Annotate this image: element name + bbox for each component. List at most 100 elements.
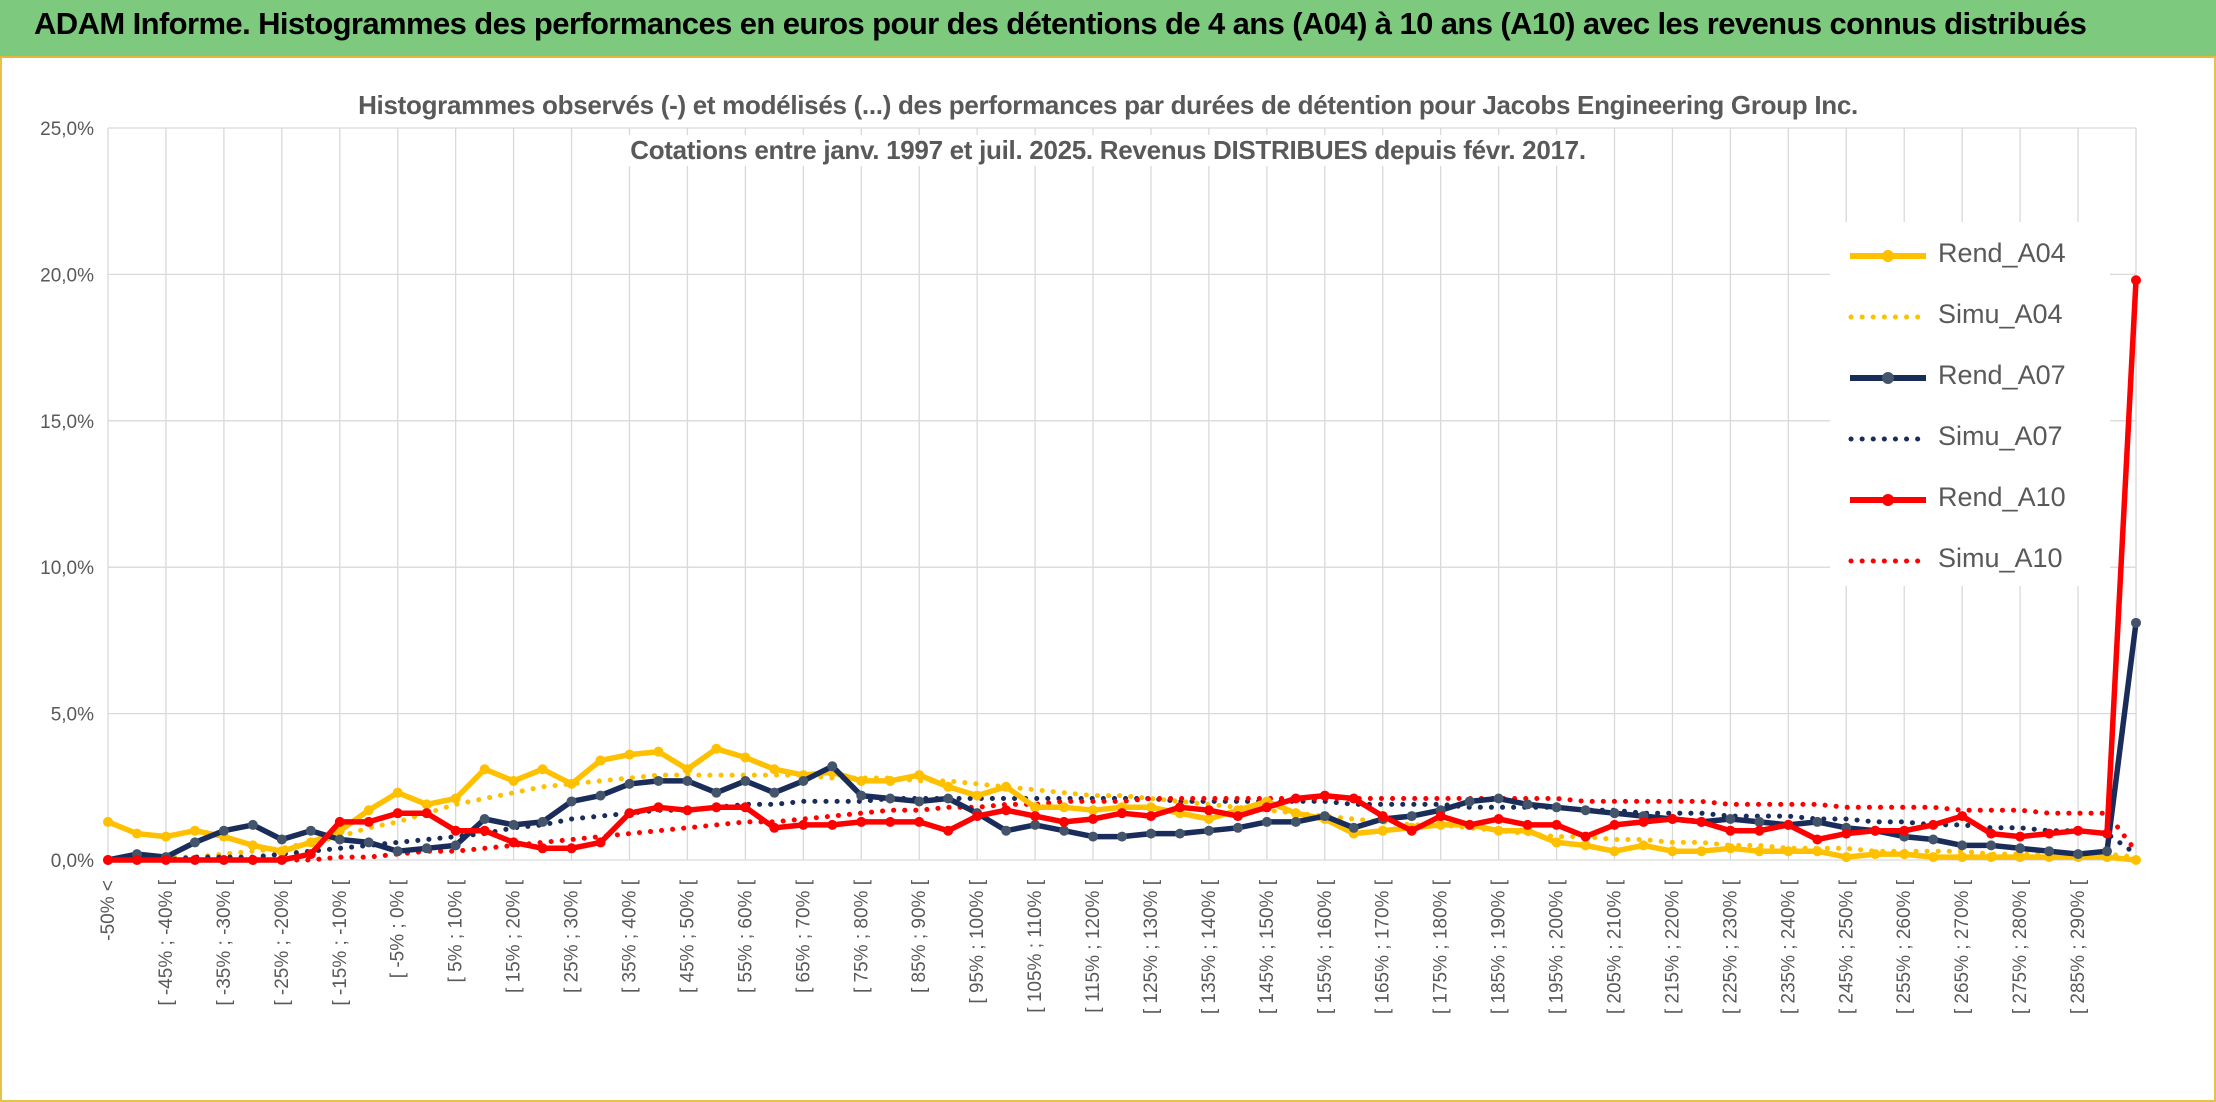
data-point-Rend_A07	[1145, 828, 1156, 839]
data-point-Rend_A10	[1551, 819, 1562, 830]
data-point-Rend_A07	[305, 825, 316, 836]
legend-swatch	[1848, 314, 1928, 320]
legend-swatch	[1850, 250, 1926, 262]
data-point-Rend_A04	[1290, 808, 1301, 819]
data-point-Rend_A10	[247, 855, 258, 865]
data-point-Rend_A10	[1841, 828, 1852, 839]
data-point-Rend_A10	[508, 837, 519, 848]
data-point-Rend_A04	[1957, 852, 1968, 863]
x-tick-label: [ 35% ; 40% [	[619, 879, 640, 993]
legend-swatch	[1850, 372, 1926, 384]
data-point-Rend_A04	[508, 775, 519, 786]
data-point-Rend_A10	[972, 811, 983, 822]
data-point-Rend_A04	[1928, 852, 1939, 863]
legend-label: Rend_A04	[1938, 238, 2066, 268]
data-point-Rend_A07	[1957, 840, 1968, 851]
legend-swatch	[1850, 494, 1926, 506]
data-point-Rend_A07	[1812, 816, 1823, 827]
data-point-Rend_A07	[1232, 822, 1243, 833]
data-point-Rend_A10	[218, 855, 229, 865]
data-point-Rend_A07	[711, 787, 722, 798]
data-point-Rend_A07	[1986, 840, 1997, 851]
data-point-Rend_A07	[189, 837, 200, 848]
data-point-Rend_A04	[1870, 849, 1881, 860]
data-point-Rend_A10	[305, 849, 316, 860]
data-point-Rend_A04	[1667, 846, 1678, 857]
data-point-Rend_A10	[2102, 828, 2113, 839]
legend-swatch	[1848, 436, 1928, 442]
data-point-Rend_A04	[1754, 846, 1765, 857]
x-tick-label: [ -15% ; -10% [	[330, 879, 351, 1005]
data-point-Rend_A10	[1609, 819, 1620, 830]
data-point-Rend_A07	[740, 775, 751, 786]
x-tick-label: [ 85% ; 90% [	[909, 879, 930, 993]
x-tick-label: [ 215% ; 220% [	[1662, 879, 1683, 1014]
x-tick-label: [ 205% ; 210% [	[1605, 879, 1626, 1014]
data-point-Rend_A10	[769, 822, 780, 833]
data-point-Rend_A04	[682, 764, 693, 775]
data-point-Rend_A10	[1435, 811, 1446, 822]
x-tick-label: [ -45% ; -40% [	[156, 879, 177, 1005]
x-tick-label: [ 175% ; 180% [	[1431, 879, 1452, 1014]
legend-label: Simu_A10	[1938, 543, 2063, 573]
data-point-Rend_A04	[1001, 781, 1012, 792]
data-point-Rend_A10	[1464, 819, 1475, 830]
data-point-Rend_A10	[682, 805, 693, 816]
data-point-Rend_A10	[479, 825, 490, 836]
data-point-Rend_A04	[1435, 819, 1446, 830]
data-point-Rend_A04	[1030, 802, 1041, 813]
data-point-Rend_A04	[537, 764, 548, 775]
data-point-Rend_A10	[1696, 816, 1707, 827]
x-tick-label: [ 75% ; 80% [	[851, 879, 872, 993]
data-point-Rend_A10	[1899, 825, 1910, 836]
data-point-Rend_A07	[508, 819, 519, 830]
data-point-Rend_A07	[1117, 831, 1127, 842]
data-point-Rend_A07	[1088, 831, 1099, 842]
data-point-Rend_A07	[1754, 816, 1765, 827]
x-tick-label: [ 285% ; 290% [	[2068, 879, 2089, 1014]
data-point-Rend_A10	[2015, 831, 2026, 842]
data-point-Rend_A04	[1812, 846, 1823, 857]
data-point-Rend_A04	[1986, 852, 1997, 863]
data-point-Rend_A04	[1088, 805, 1099, 816]
data-point-Rend_A10	[943, 825, 954, 836]
x-tick-label: [ 55% ; 60% [	[735, 879, 756, 993]
data-point-Rend_A04	[711, 743, 722, 754]
x-tick-label: [ 275% ; 280% [	[2010, 879, 2031, 1014]
data-point-Rend_A10	[595, 837, 606, 848]
y-tick-label: 20,0%	[40, 265, 94, 286]
y-tick-label: 25,0%	[40, 119, 94, 140]
x-tick-label: [ 195% ; 200% [	[1547, 879, 1568, 1014]
chart-title: Histogrammes observés (-) et modélisés (…	[352, 90, 1864, 121]
data-point-Rend_A10	[537, 843, 548, 854]
data-point-Rend_A10	[334, 816, 345, 827]
line-chart: 0,0% 5,0% 10,0% 15,0% 20,0% 25,0% -50% < [ -45%…	[40, 119, 2141, 1014]
data-point-Rend_A04	[1059, 802, 1070, 813]
data-point-Rend_A10	[1348, 793, 1359, 804]
data-point-Rend_A10	[1957, 811, 1968, 822]
data-point-Rend_A07	[914, 796, 925, 807]
data-point-Rend_A10	[1030, 811, 1041, 822]
legend-label: Simu_A04	[1938, 299, 2063, 329]
data-point-Rend_A10	[1261, 802, 1272, 813]
chart-legend: Rend_A04 Simu_A04 Rend_A07 Simu_A07 Rend_A10…	[1830, 222, 2110, 586]
data-point-Rend_A10	[2073, 825, 2084, 836]
data-point-Rend_A04	[1145, 802, 1156, 813]
data-point-Rend_A04	[1377, 825, 1388, 836]
data-point-Rend_A07	[392, 846, 403, 857]
data-point-Rend_A04	[856, 775, 867, 786]
x-tick-label: [ 225% ; 230% [	[1720, 879, 1741, 1014]
data-point-Rend_A04	[189, 825, 200, 836]
data-point-Rend_A07	[856, 790, 867, 801]
data-point-Rend_A07	[1059, 825, 1070, 836]
data-point-Rend_A07	[595, 790, 606, 801]
x-tick-label: [ 185% ; 190% [	[1489, 879, 1510, 1014]
data-point-Rend_A04	[276, 846, 287, 857]
header-banner: ADAM Informe. Histogrammes des performan…	[0, 0, 2216, 58]
data-point-Rend_A10	[1783, 819, 1794, 830]
x-tick-label: [ 95% ; 100% [	[967, 879, 988, 1003]
data-point-Rend_A04	[1725, 843, 1736, 854]
data-point-Rend_A10	[1088, 814, 1099, 825]
data-point-Rend_A04	[103, 816, 113, 827]
y-tick-label: 5,0%	[51, 705, 94, 726]
